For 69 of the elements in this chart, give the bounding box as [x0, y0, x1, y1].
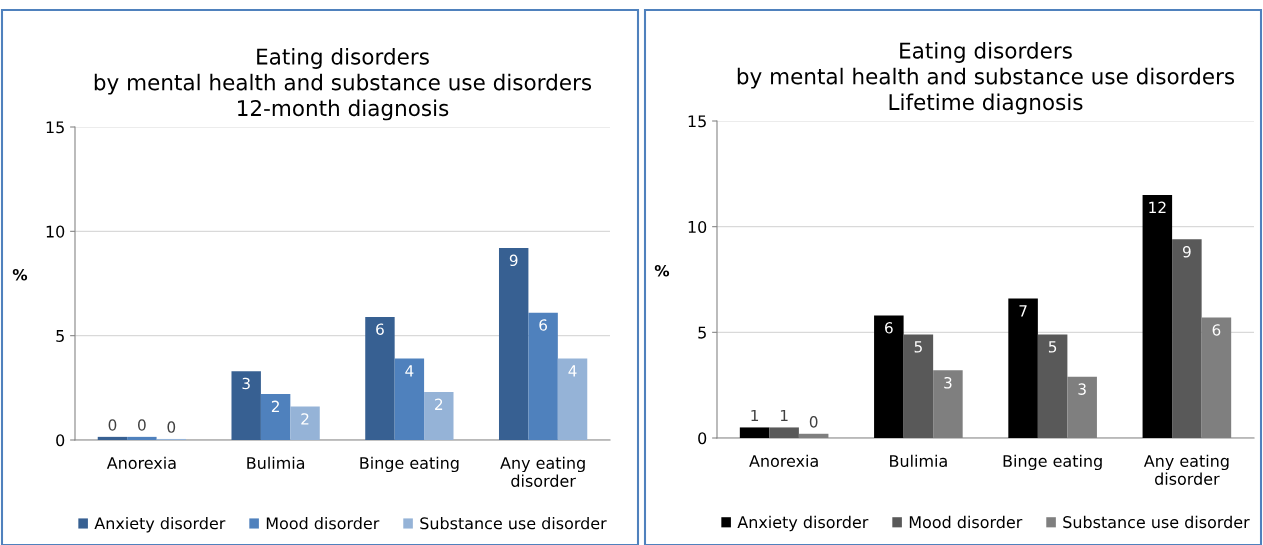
y-tick-label: 15 — [46, 121, 64, 134]
bar — [557, 358, 588, 440]
x-tick-label: Any eating disorder — [1143, 454, 1229, 485]
data-label: 5 — [1048, 341, 1057, 353]
x-tick-label: Binge eating — [1003, 454, 1102, 471]
bar — [769, 427, 799, 438]
legend-label: Anxiety disorder — [94, 516, 226, 533]
x-tick-label: Any eating disorder — [500, 456, 585, 487]
bar — [739, 427, 770, 438]
data-label: 6 — [885, 322, 893, 334]
bar — [1172, 239, 1202, 438]
data-label: 1 — [751, 409, 759, 422]
bar — [365, 316, 395, 440]
data-label: 12 — [1149, 201, 1166, 213]
data-label: 5 — [914, 341, 922, 353]
legend-label: Mood disorder — [909, 515, 1023, 529]
legend-label: Substance use disorder — [1063, 515, 1250, 529]
data-label: 0 — [167, 421, 176, 433]
data-label: 7 — [1019, 305, 1027, 317]
data-label: 6 — [376, 323, 384, 335]
bar — [231, 371, 261, 440]
bar — [528, 312, 558, 440]
data-label: 3 — [1078, 383, 1086, 395]
data-label: 9 — [509, 254, 518, 267]
data-label: 2 — [301, 413, 309, 425]
bar — [1008, 298, 1038, 438]
legend-label: Mood disorder — [266, 516, 380, 530]
data-label: 9 — [1182, 245, 1191, 258]
bar — [498, 248, 529, 440]
bar — [97, 436, 128, 440]
y-tick-label: 10 — [688, 220, 707, 233]
y-tick-label: 15 — [688, 115, 706, 128]
x-tick-label: Binge eating — [360, 456, 459, 473]
bar — [260, 394, 291, 440]
chart-title: Eating disorders by mental health and substance use disorders 12-month diagnosis — [94, 48, 592, 121]
x-tick-label: Anorexia — [749, 454, 818, 468]
data-label: 1 — [780, 409, 788, 422]
bar — [903, 334, 934, 438]
legend-label: Substance use disorder — [420, 516, 607, 530]
data-label: 6 — [1212, 324, 1221, 336]
x-tick-label: Anorexia — [106, 456, 176, 470]
chart-title: Eating disorders by mental health and substance use disorders Lifetime diagnosis — [737, 42, 1235, 115]
data-label: 3 — [944, 376, 952, 389]
bar — [1037, 334, 1068, 438]
y-tick-label: 0 — [56, 434, 65, 447]
y-tick-label: 5 — [56, 330, 64, 342]
data-label: 0 — [809, 416, 818, 428]
bar — [127, 436, 157, 440]
data-label: 0 — [138, 419, 146, 431]
y-tick-label: 10 — [46, 225, 65, 238]
y-tick-label: 5 — [698, 326, 706, 339]
x-tick-label: Bulimia — [890, 454, 947, 468]
data-label: 4 — [568, 365, 577, 377]
data-label: 0 — [108, 419, 117, 431]
y-axis-title: % — [12, 268, 28, 281]
data-label: 2 — [271, 400, 279, 412]
legend-label: Anxiety disorder — [737, 515, 869, 532]
y-tick-label: 0 — [698, 432, 707, 445]
data-label: 3 — [242, 377, 250, 390]
bar — [1142, 194, 1173, 438]
x-tick-label: Bulimia — [247, 456, 305, 470]
bar — [874, 315, 904, 438]
data-label: 6 — [539, 319, 548, 331]
data-label: 2 — [435, 398, 443, 410]
bar — [424, 392, 454, 440]
bar — [290, 406, 320, 440]
data-label: 4 — [405, 365, 414, 377]
y-axis-title: % — [654, 264, 670, 277]
bar — [394, 358, 425, 440]
